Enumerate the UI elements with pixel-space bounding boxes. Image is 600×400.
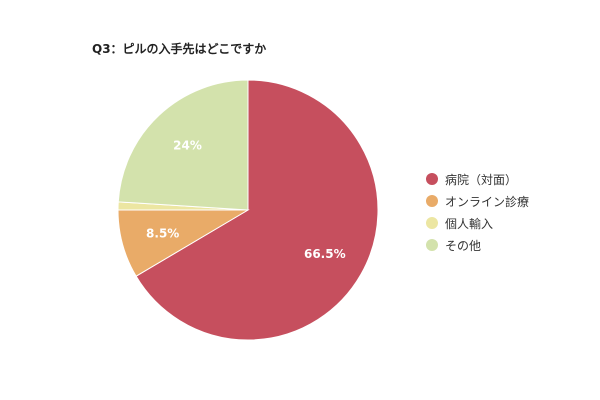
legend-swatch: [426, 239, 438, 251]
data-label-2: 8.5%: [146, 226, 179, 240]
legend-item: その他: [426, 234, 529, 256]
legend-swatch: [426, 173, 438, 185]
legend-item: 個人輸入: [426, 212, 529, 234]
legend-item: オンライン診療: [426, 190, 529, 212]
legend-label: 個人輸入: [445, 216, 494, 231]
legend: 病院（対面） オンライン診療 個人輸入その他: [426, 168, 529, 256]
legend-item: 病院（対面）: [426, 168, 529, 190]
chart-title: Q3：ピルの入手先はどこですか: [92, 42, 267, 56]
legend-swatch: [426, 217, 438, 229]
legend-swatch: [426, 195, 438, 207]
data-label-1: 66.5%: [304, 247, 346, 261]
pie-slice-1: [135, 79, 379, 341]
data-label-4: 24%: [173, 139, 202, 153]
legend-label: オンライン診療: [445, 194, 530, 209]
legend-label: その他: [445, 238, 482, 253]
pie-slice-4: [117, 79, 249, 211]
legend-label: 病院（対面）: [445, 172, 518, 187]
